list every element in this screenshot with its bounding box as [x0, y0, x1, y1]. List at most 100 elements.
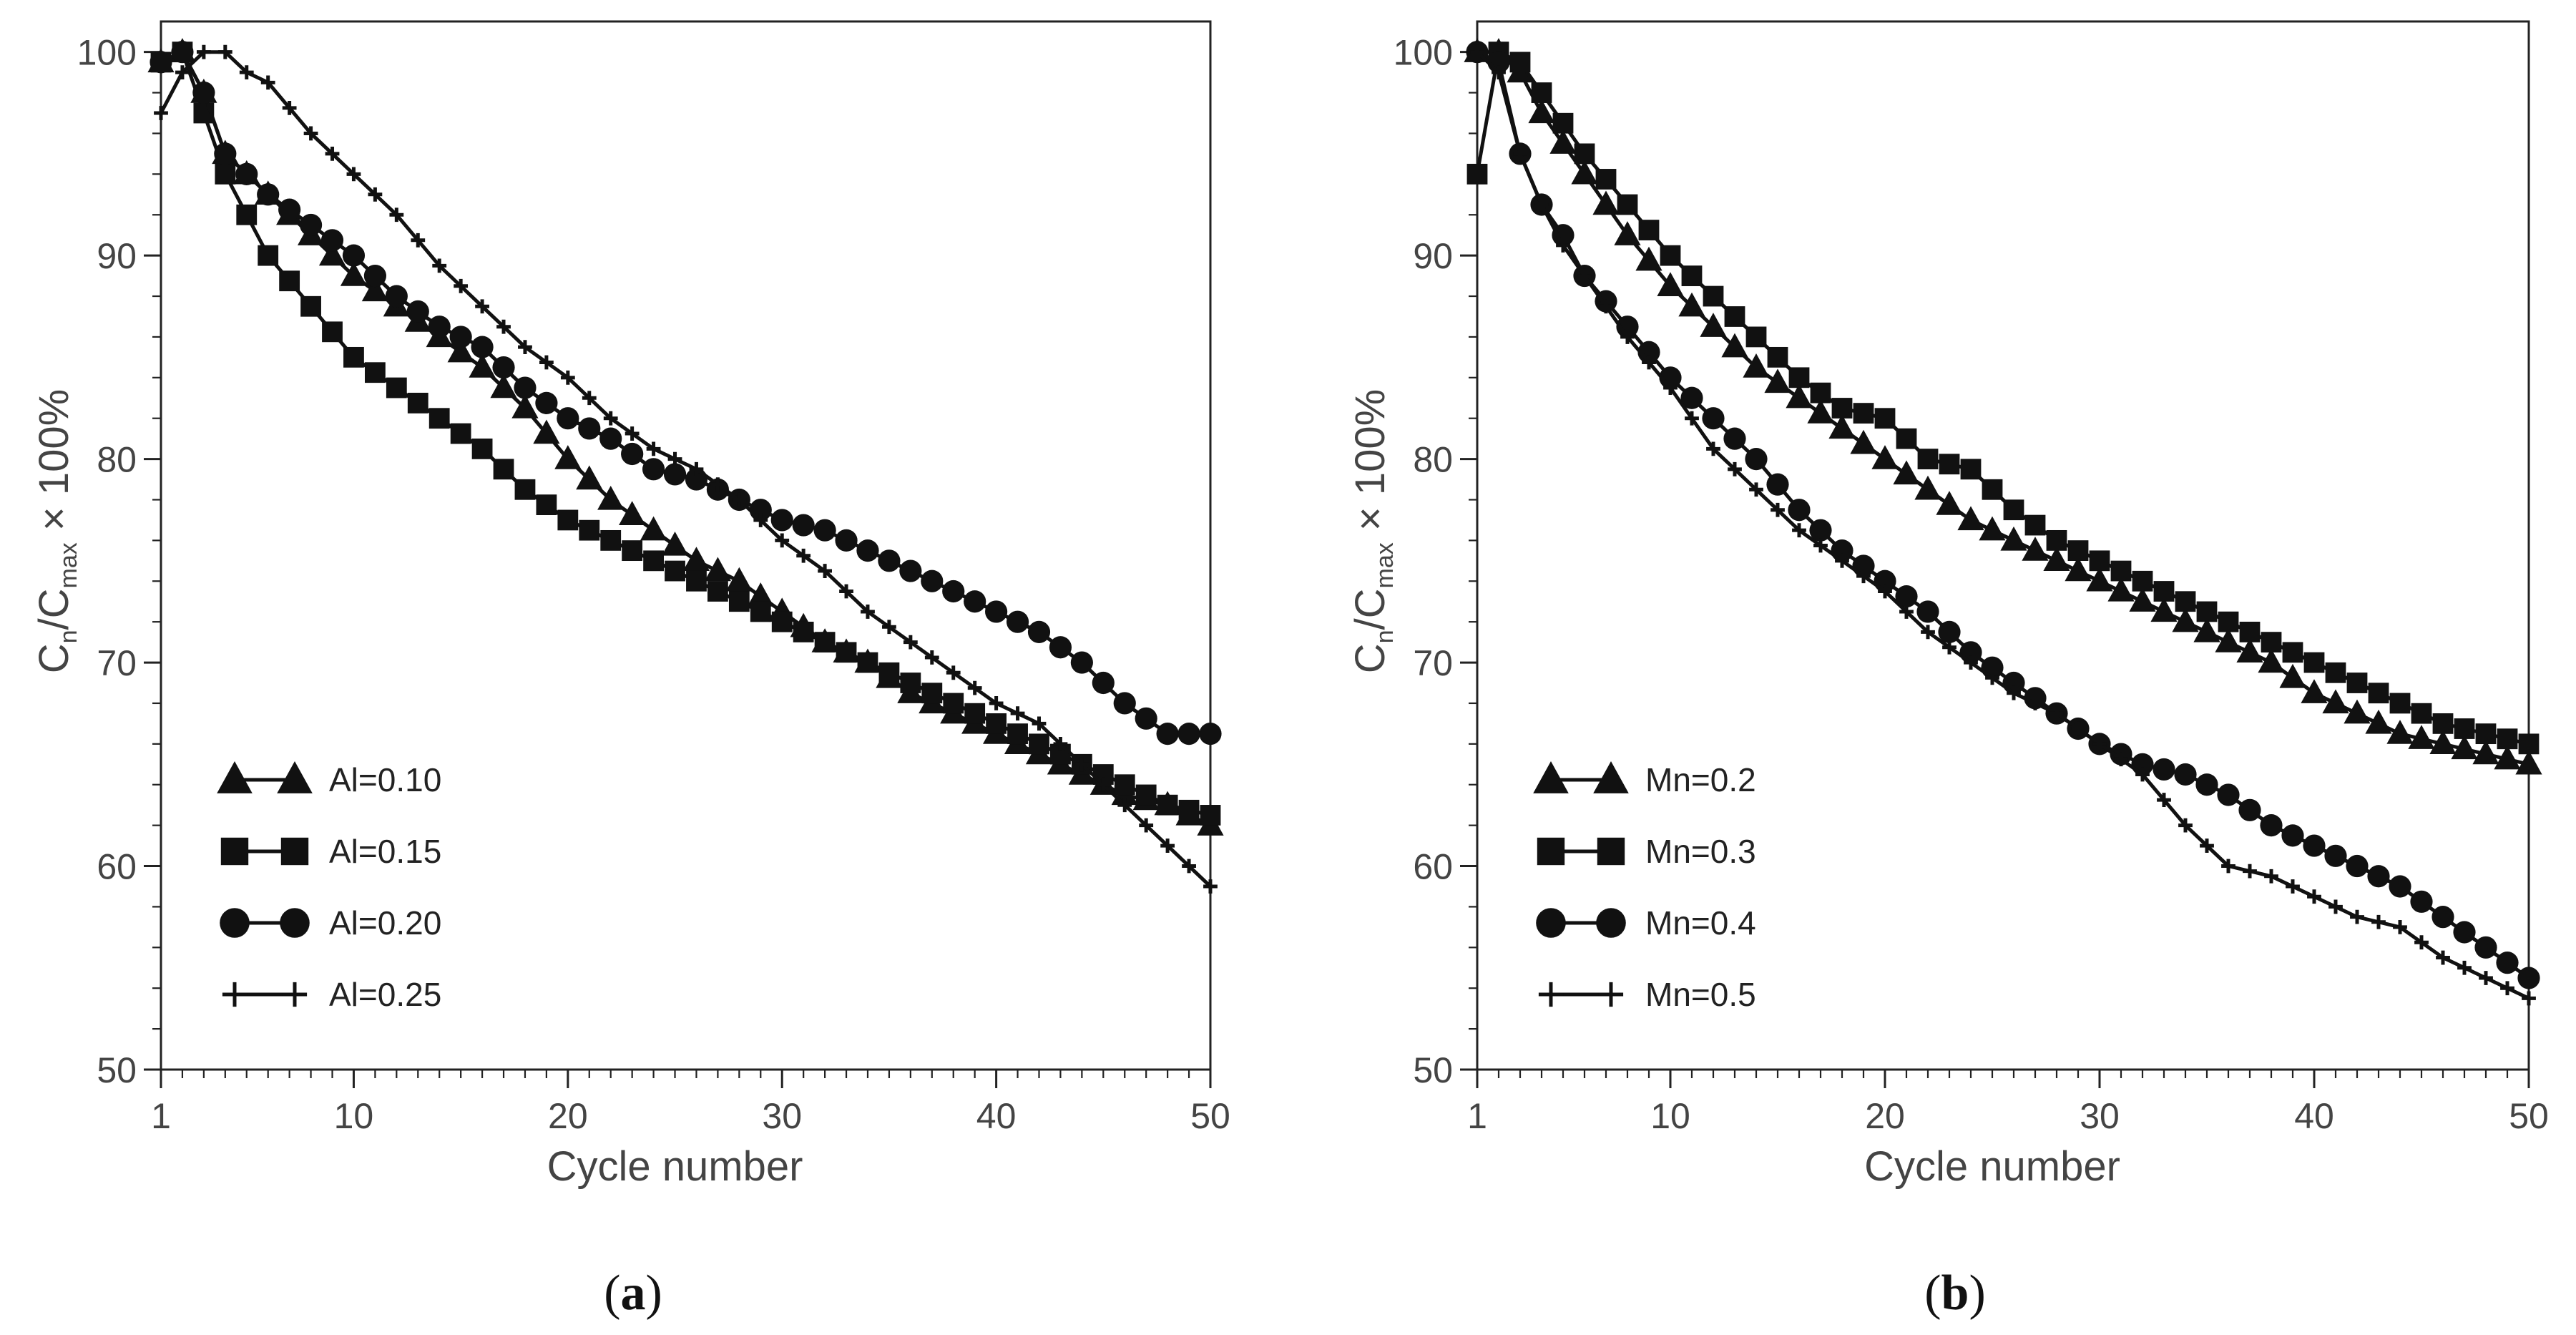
data-point	[1027, 620, 1051, 643]
data-point	[747, 582, 774, 607]
data-point	[511, 393, 539, 419]
data-point	[661, 531, 689, 556]
x-tick-label: 40	[2294, 1096, 2334, 1136]
data-point	[175, 65, 190, 80]
data-point	[2282, 642, 2303, 663]
legend-marker	[1598, 982, 1624, 1007]
series-Al=0.20	[150, 41, 1222, 745]
data-point	[964, 590, 986, 613]
data-point	[1807, 399, 1834, 424]
data-point	[1114, 774, 1135, 796]
data-point	[536, 494, 557, 516]
data-point	[2238, 798, 2261, 821]
data-point	[1070, 651, 1093, 674]
data-point	[2350, 909, 2364, 924]
y-tick-label: 80	[1413, 440, 1453, 480]
chart-panel-a: 1 10 20 30 40 50 50 60 70 80 90 100 Cycle number Cn/C…	[31, 20, 1230, 1321]
legend-marker	[1593, 761, 1629, 793]
data-point	[1745, 448, 1768, 471]
data-point	[967, 680, 982, 695]
data-point	[2193, 617, 2220, 642]
data-point	[1177, 723, 1200, 745]
data-point	[407, 392, 428, 414]
data-point	[346, 167, 361, 182]
data-point	[882, 620, 896, 635]
data-point	[1813, 538, 1828, 553]
data-point	[1895, 585, 1918, 608]
data-point	[2393, 919, 2407, 934]
y-tick-label: 80	[97, 440, 137, 480]
legend-marker	[1536, 908, 1566, 938]
data-point	[2200, 838, 2214, 853]
data-point	[1556, 238, 1570, 253]
data-point	[2286, 879, 2300, 894]
data-point	[343, 346, 364, 368]
data-point	[899, 559, 922, 582]
data-point	[235, 162, 258, 185]
x-tick-label: 50	[2509, 1096, 2549, 1136]
data-point	[1985, 670, 1999, 685]
data-point	[2003, 499, 2024, 521]
legend-marker	[280, 908, 310, 938]
data-point	[1092, 671, 1115, 695]
data-point	[1534, 197, 1549, 212]
data-point	[704, 557, 732, 582]
data-point	[2432, 713, 2454, 734]
data-point	[2411, 703, 2432, 724]
data-point	[428, 316, 451, 338]
data-point	[667, 451, 682, 466]
legend-marker	[220, 908, 250, 938]
data-point	[2092, 736, 2107, 751]
data-point	[2410, 890, 2433, 913]
data-point	[878, 662, 900, 683]
data-point	[2500, 981, 2514, 996]
data-point	[1788, 499, 1811, 522]
data-point	[1053, 736, 1068, 751]
data-point	[1635, 246, 1662, 271]
data-point	[2307, 889, 2321, 904]
data-point	[2281, 824, 2304, 847]
legend-label: Mn=0.2	[1645, 761, 1756, 798]
data-point	[1032, 716, 1047, 731]
data-point	[857, 652, 878, 673]
data-point	[257, 183, 280, 206]
legend-marker	[1596, 908, 1626, 938]
data-point	[1531, 82, 1552, 103]
legend-marker	[1537, 837, 1565, 866]
x-tick-label: 1	[1467, 1096, 1487, 1136]
data-point	[154, 106, 168, 120]
x-axis-title: Cycle number	[547, 1143, 803, 1190]
data-point	[1642, 355, 1656, 370]
data-point	[1853, 403, 1874, 424]
data-point	[1577, 268, 1592, 283]
y-axis-title-sub-n: n	[1371, 630, 1399, 643]
data-point	[2429, 730, 2457, 755]
data-point	[1513, 147, 1527, 161]
data-point	[856, 539, 879, 562]
data-point	[689, 461, 704, 476]
data-point	[2457, 960, 2472, 975]
data-point	[770, 509, 793, 532]
data-point	[2453, 921, 2476, 944]
data-point	[1620, 330, 1635, 344]
data-point	[2043, 547, 2070, 572]
data-point	[1702, 407, 1725, 430]
data-point	[469, 353, 496, 378]
data-point	[2517, 967, 2540, 989]
data-point	[793, 621, 814, 642]
x-tick-label: 10	[334, 1096, 374, 1136]
data-point	[1007, 723, 1028, 745]
data-point	[725, 567, 753, 592]
data-point	[1592, 190, 1620, 215]
data-point	[2049, 706, 2064, 721]
data-point	[2431, 906, 2454, 929]
data-point	[903, 635, 918, 650]
data-point	[447, 338, 474, 363]
legend-marker	[280, 837, 309, 866]
panel-label-close: )	[1969, 1266, 1985, 1321]
data-point	[1096, 777, 1111, 792]
data-point	[1724, 306, 1745, 327]
y-axis-title-sub-max: max	[55, 542, 82, 588]
data-point	[2196, 601, 2218, 622]
panel-label-letter: b	[1941, 1266, 1969, 1321]
